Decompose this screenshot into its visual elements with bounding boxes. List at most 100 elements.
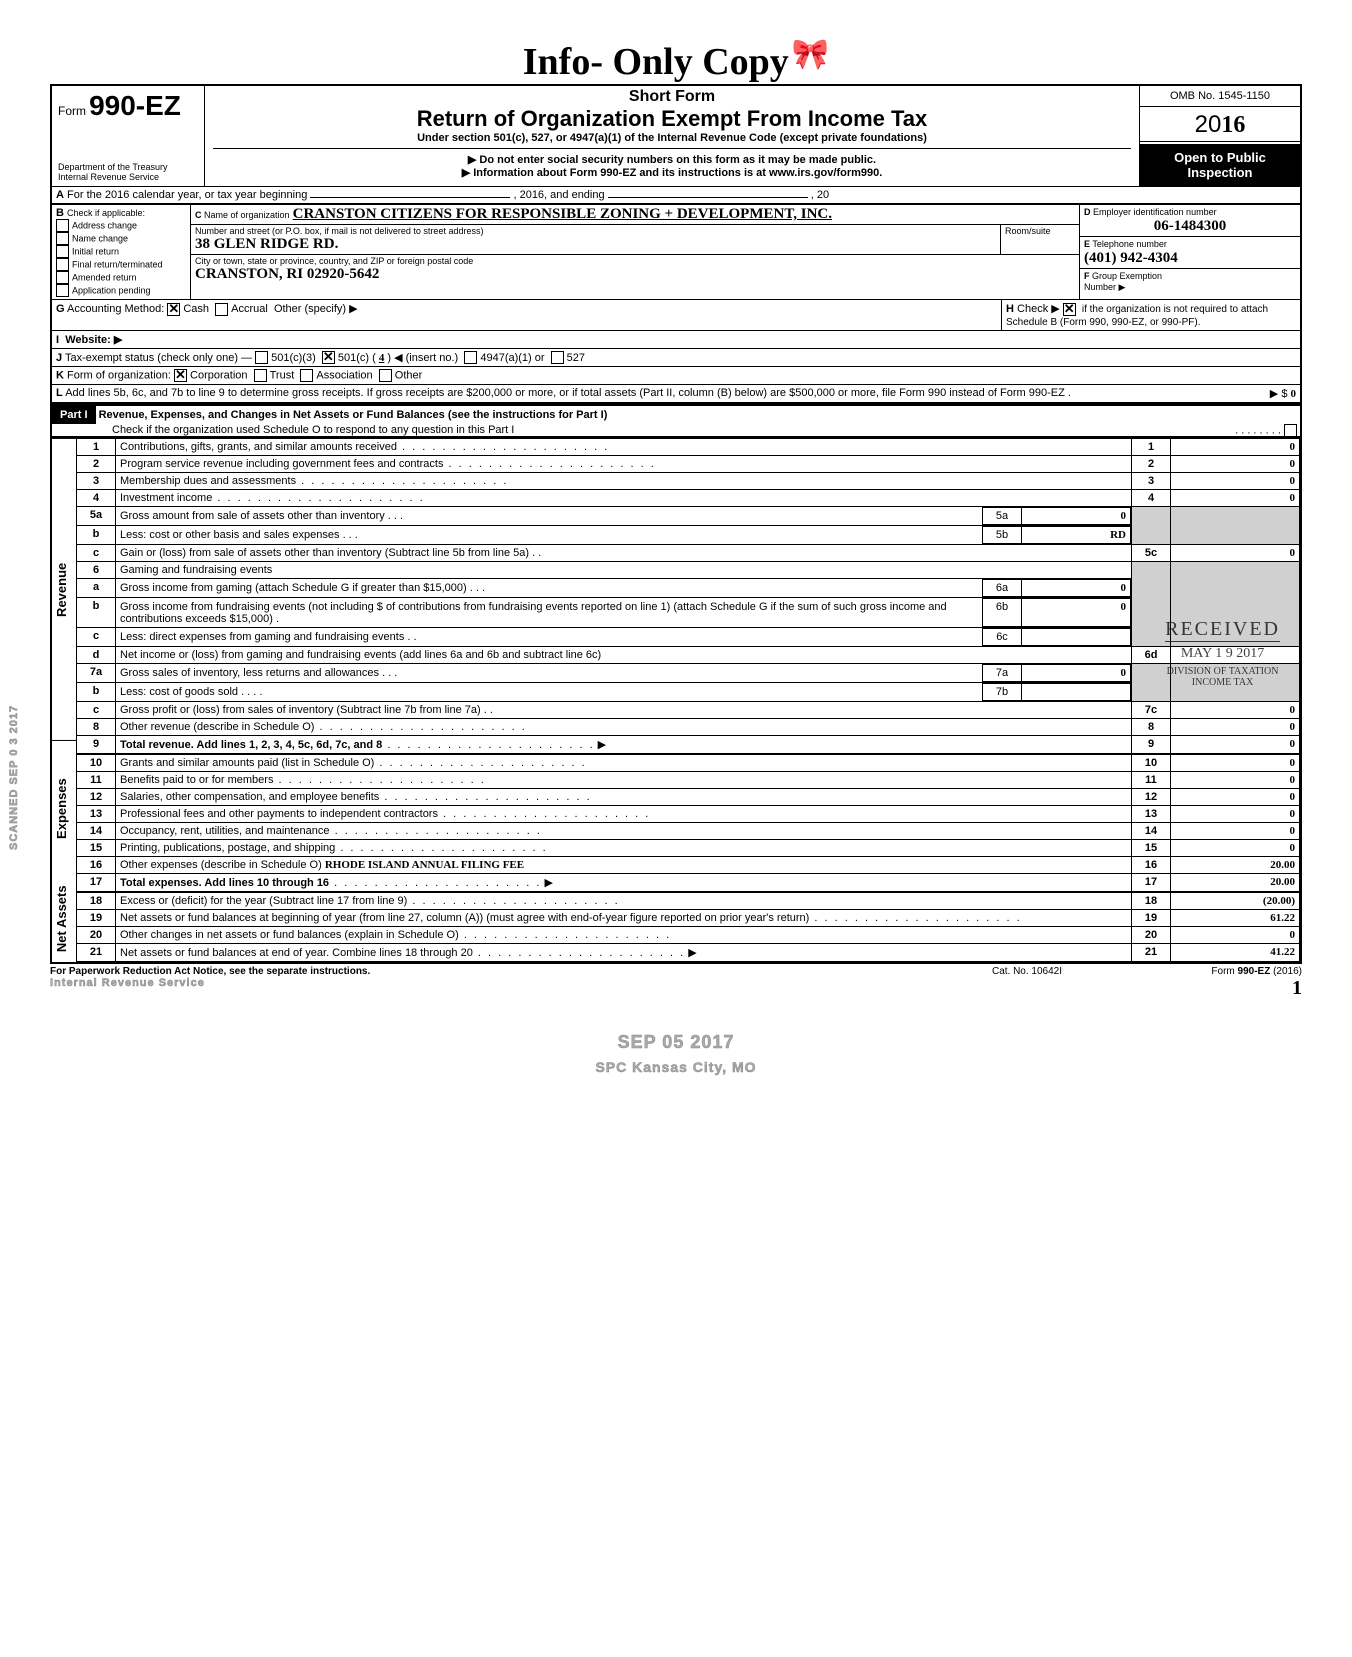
j-c: 501(c) ( xyxy=(338,352,376,364)
footer-date-stamp: SEP 05 2017 xyxy=(50,1032,1302,1053)
room-suite-label: Room/suite xyxy=(1000,225,1079,254)
line-5b: bLess: cost or other basis and sales exp… xyxy=(77,526,1300,545)
checkbox-corp[interactable] xyxy=(174,369,187,382)
line-5c: cGain or (loss) from sale of assets othe… xyxy=(77,545,1300,562)
line-1: 1Contributions, gifts, grants, and simil… xyxy=(77,439,1300,456)
received-stamp: RECEIVED MAY 1 9 2017 DIVISION OF TAXATI… xyxy=(1165,618,1280,688)
line-6d: dNet income or (loss) from gaming and fu… xyxy=(77,647,1300,664)
line-10: 10Grants and similar amounts paid (list … xyxy=(77,754,1300,772)
line-6c: cLess: direct expenses from gaming and f… xyxy=(77,628,1300,647)
checkbox-initial-return[interactable] xyxy=(56,245,69,258)
pra-notice: For Paperwork Reduction Act Notice, see … xyxy=(50,966,370,977)
ein-label: Employer identification number xyxy=(1093,207,1217,217)
omb-number: OMB No. 1545-1150 xyxy=(1140,86,1300,107)
j-c3: 501(c)(3) xyxy=(271,352,316,364)
line-8: 8Other revenue (describe in Schedule O)8… xyxy=(77,719,1300,736)
street-hand: 38 GLEN RIDGE RD. xyxy=(195,236,996,253)
line-17: 17Total expenses. Add lines 10 through 1… xyxy=(77,874,1300,893)
phone-hand: (401) 942-4304 xyxy=(1084,250,1296,267)
checkbox-amended[interactable] xyxy=(56,271,69,284)
side-revenue: Revenue xyxy=(52,438,76,740)
info-link: Information about Form 990-EZ and its in… xyxy=(473,167,882,179)
cb-label-4: Amended return xyxy=(72,272,137,282)
line-9: 9Total revenue. Add lines 1, 2, 3, 4, 5c… xyxy=(77,736,1300,755)
part1-title: Revenue, Expenses, and Changes in Net As… xyxy=(99,409,608,421)
line-11: 11Benefits paid to or for members110 xyxy=(77,772,1300,789)
checkbox-4947a1[interactable] xyxy=(464,351,477,364)
c-name-label: Name of organization xyxy=(204,210,290,220)
l-arrow: ▶ $ xyxy=(1270,388,1288,400)
checkbox-schedule-o[interactable] xyxy=(1284,424,1297,437)
side-netassets: Net Assets xyxy=(52,876,76,962)
k-corp: Corporation xyxy=(190,370,247,382)
ribbon-icon: 🎀 xyxy=(792,38,829,71)
checkbox-schedule-b[interactable] xyxy=(1063,303,1076,316)
city-hand: CRANSTON, RI 02920-5642 xyxy=(195,266,1075,283)
j-a: 4947(a)(1) or xyxy=(480,352,544,364)
line-7b: bLess: cost of goods sold . . . .7b xyxy=(77,683,1300,702)
phone-label: Telephone number xyxy=(1092,239,1167,249)
checkbox-assoc[interactable] xyxy=(300,369,313,382)
checkbox-cash[interactable] xyxy=(167,303,180,316)
h-check-label: Check ▶ xyxy=(1017,303,1060,315)
line-15: 15Printing, publications, postage, and s… xyxy=(77,840,1300,857)
checkbox-other[interactable] xyxy=(379,369,392,382)
part1-sub: Check if the organization used Schedule … xyxy=(52,424,514,436)
group-exempt-label: Group Exemption xyxy=(1092,271,1162,281)
checkbox-final-return[interactable] xyxy=(56,258,69,271)
line-2: 2Program service revenue including gover… xyxy=(77,456,1300,473)
part1-header: Part I xyxy=(52,406,96,424)
c-street-label: Number and street (or P.O. box, if mail … xyxy=(195,226,996,236)
irs-label: Internal Revenue Service xyxy=(58,172,198,182)
handwritten-title: Info- Only Copy xyxy=(523,41,789,83)
open-public: Open to Public xyxy=(1144,150,1296,165)
checkbox-527[interactable] xyxy=(551,351,564,364)
section-b-label: Check if applicable: xyxy=(67,208,145,218)
line-6a: aGross income from gaming (attach Schedu… xyxy=(77,579,1300,598)
checkbox-app-pending[interactable] xyxy=(56,284,69,297)
line-7c: cGross profit or (loss) from sales of in… xyxy=(77,702,1300,719)
form-lines-table: 1Contributions, gifts, grants, and simil… xyxy=(76,438,1300,962)
cb-label-1: Name change xyxy=(72,233,128,243)
checkbox-accrual[interactable] xyxy=(215,303,228,316)
section-a-mid: , 2016, and ending xyxy=(513,189,604,201)
line-20: 20Other changes in net assets or fund ba… xyxy=(77,927,1300,944)
line-5a: 5aGross amount from sale of assets other… xyxy=(77,507,1300,526)
j-label: Tax-exempt status (check only one) — xyxy=(65,352,252,364)
dept-treasury: Department of the Treasury xyxy=(58,162,198,172)
l-text: Add lines 5b, 6c, and 7b to line 9 to de… xyxy=(65,387,1071,399)
line-16: 16Other expenses (describe in Schedule O… xyxy=(77,857,1300,874)
short-form-label: Short Form xyxy=(213,88,1131,106)
checkbox-501c3[interactable] xyxy=(255,351,268,364)
cb-label-3: Final return/terminated xyxy=(72,259,163,269)
checkbox-501c[interactable] xyxy=(322,351,335,364)
accounting-label: Accounting Method: xyxy=(67,303,164,315)
line-21: 21Net assets or fund balances at end of … xyxy=(77,944,1300,962)
form-label: Form xyxy=(58,104,86,118)
checkbox-trust[interactable] xyxy=(254,369,267,382)
k-label: Form of organization: xyxy=(67,370,171,382)
irs-center-stamp: Internal Revenue Service xyxy=(50,977,952,989)
k-trust: Trust xyxy=(270,370,295,382)
accrual-label: Accrual xyxy=(231,303,268,315)
checkbox-address-change[interactable] xyxy=(56,219,69,232)
scanned-side-stamp: SCANNED SEP 0 3 2017 xyxy=(8,705,20,850)
checkbox-name-change[interactable] xyxy=(56,232,69,245)
warning-ssn: Do not enter social security numbers on … xyxy=(479,154,876,166)
line-18: 18Excess or (deficit) for the year (Subt… xyxy=(77,892,1300,910)
line-6: 6Gaming and fundraising events xyxy=(77,562,1300,579)
tax-year: 16 xyxy=(1221,112,1245,138)
line-3: 3Membership dues and assessments30 xyxy=(77,473,1300,490)
c-city-label: City or town, state or province, country… xyxy=(195,256,1075,266)
k-assoc: Association xyxy=(316,370,372,382)
line-6b: bGross income from fundraising events (n… xyxy=(77,598,1300,628)
cb-label-0: Address change xyxy=(72,220,137,230)
line-14: 14Occupancy, rent, utilities, and mainte… xyxy=(77,823,1300,840)
main-title: Return of Organization Exempt From Incom… xyxy=(213,106,1131,132)
page-hand: 1 xyxy=(1102,977,1302,1000)
form-footer: Form 990-EZ (2016) xyxy=(1211,966,1302,977)
line-19: 19Net assets or fund balances at beginni… xyxy=(77,910,1300,927)
cb-label-5: Application pending xyxy=(72,285,151,295)
line-4: 4Investment income40 xyxy=(77,490,1300,507)
footer-loc-stamp: SPC Kansas City, MO xyxy=(50,1059,1302,1075)
